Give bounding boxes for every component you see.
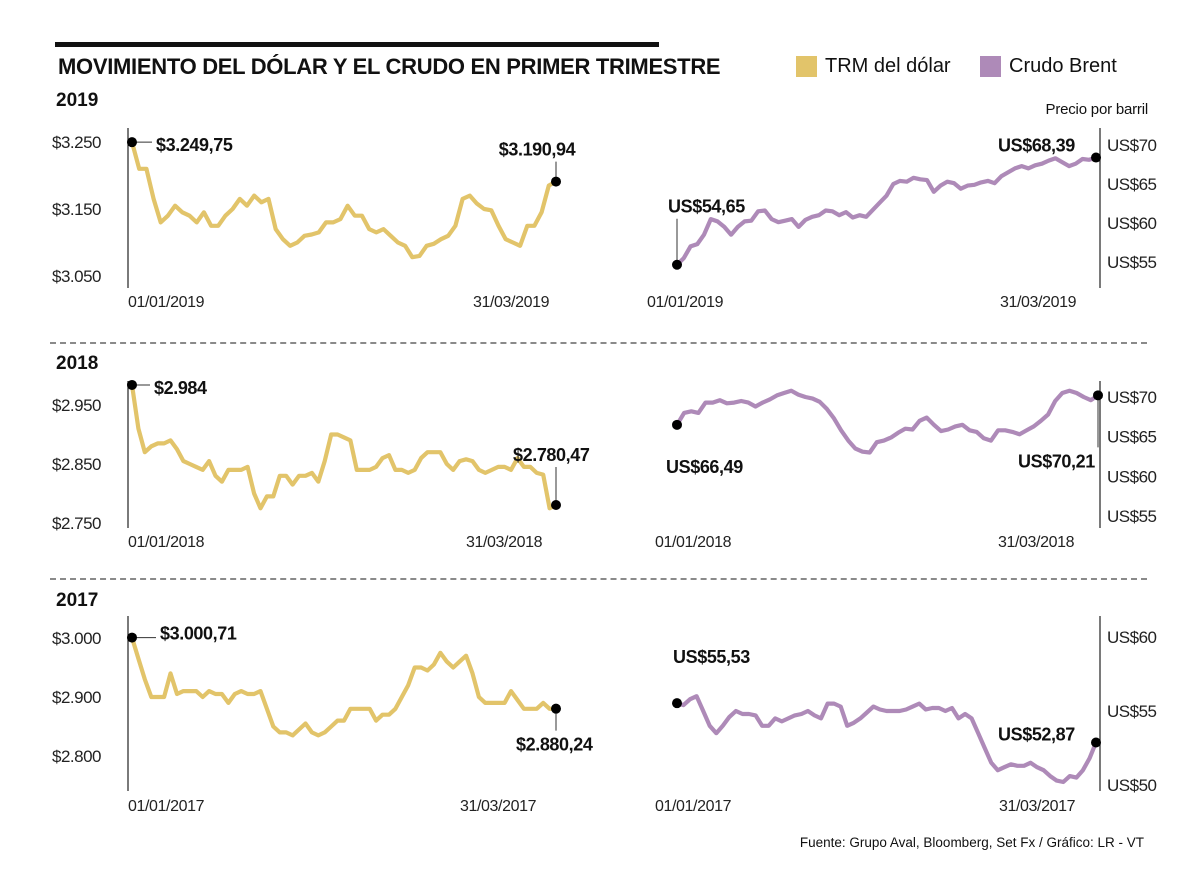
y-tick-label: US$60	[1107, 214, 1157, 233]
unit-label: Precio por barril	[1045, 101, 1149, 118]
year-label-2017: 2017	[56, 590, 99, 611]
chart-trm-2018: $2.950 $2.850 $2.750 01/01/2018 31/03/2018 $2…	[52, 378, 590, 551]
x-tick-label: 31/03/2018	[998, 534, 1075, 551]
data-label: US$52,87	[998, 725, 1075, 745]
x-tick-label: 31/03/2019	[473, 294, 550, 311]
endpoint-marker	[127, 137, 137, 148]
y-tick-label: US$70	[1107, 136, 1157, 155]
y-tick-label: $2.800	[52, 747, 101, 766]
data-label: $2.984	[154, 378, 207, 398]
x-tick-label: 31/03/2017	[460, 798, 537, 815]
series-line-trm-2019	[129, 140, 559, 260]
y-tick-label: US$55	[1107, 253, 1157, 272]
x-tick-label: 01/01/2018	[655, 534, 732, 551]
series-line-trm-2018	[129, 382, 559, 511]
data-label: US$68,39	[998, 136, 1075, 156]
y-tick-label: US$60	[1107, 628, 1157, 647]
data-label: $2.880,24	[516, 735, 593, 755]
y-tick-label: US$50	[1107, 776, 1157, 795]
legend-label-trm: TRM del dólar	[825, 55, 951, 77]
source-note: Fuente: Grupo Aval, Bloomberg, Set Fx / …	[799, 835, 1144, 850]
data-label: $3.190,94	[499, 140, 576, 160]
series-line-brent-2017	[674, 694, 1099, 785]
endpoint-marker	[1091, 152, 1101, 163]
y-tick-label: $2.900	[52, 688, 101, 707]
data-label: US$54,65	[668, 197, 745, 217]
year-label-2019: 2019	[56, 90, 99, 111]
data-label: US$66,49	[666, 457, 743, 477]
chart-title: MOVIMIENTO DEL DÓLAR Y EL CRUDO EN PRIME…	[58, 54, 721, 79]
endpoint-marker	[551, 500, 561, 511]
y-tick-label: US$65	[1107, 428, 1157, 447]
y-tick-label: US$65	[1107, 175, 1157, 194]
x-tick-label: 31/03/2018	[466, 534, 543, 551]
x-tick-label: 01/01/2019	[647, 294, 724, 311]
data-label: $3.000,71	[160, 624, 237, 644]
data-label: $3.249,75	[156, 135, 233, 155]
y-tick-label: $3.150	[52, 200, 101, 219]
endpoint-marker	[127, 379, 137, 390]
y-tick-label: $2.950	[52, 396, 101, 415]
x-tick-label: 01/01/2017	[128, 798, 205, 815]
chart-brent-2019: US$70 US$65 US$60 US$55 01/01/2019 31/03/2019…	[647, 128, 1157, 311]
data-label: $2.780,47	[513, 445, 590, 465]
chart-brent-2018: US$70 US$65 US$60 US$55 01/01/2018 31/03/2018…	[655, 381, 1157, 551]
endpoint-marker	[1091, 737, 1101, 748]
legend-item-trm: TRM del dólar	[796, 55, 951, 78]
y-tick-label: US$55	[1107, 702, 1157, 721]
endpoint-marker	[551, 176, 561, 187]
chart-brent-2017: US$60 US$55 US$50 01/01/2017 31/03/2017 US$55…	[655, 616, 1157, 815]
y-tick-label: US$60	[1107, 467, 1157, 486]
y-tick-label: US$55	[1107, 507, 1157, 526]
chart-trm-2019: $3.250 $3.150 $3.050 01/01/2019 31/03/2019 $3…	[52, 128, 576, 311]
x-tick-label: 01/01/2019	[128, 294, 205, 311]
series-line-brent-2018	[674, 388, 1101, 455]
endpoint-marker	[672, 698, 682, 709]
endpoint-marker	[672, 419, 682, 430]
legend-swatch-brent	[980, 56, 1001, 77]
x-tick-label: 01/01/2017	[655, 798, 732, 815]
series-line-brent-2019	[674, 155, 1099, 267]
endpoint-marker	[672, 259, 682, 270]
data-label: US$70,21	[1018, 451, 1095, 471]
endpoint-marker	[551, 703, 561, 714]
y-tick-label: $2.850	[52, 455, 101, 474]
endpoint-marker	[127, 632, 137, 643]
title-rule	[55, 42, 659, 47]
series-line-trm-2017	[129, 635, 559, 738]
y-tick-label: $3.250	[52, 133, 101, 152]
x-tick-label: 31/03/2017	[999, 798, 1076, 815]
year-label-2018: 2018	[56, 353, 99, 374]
y-tick-label: $3.050	[52, 267, 101, 286]
y-tick-label: $3.000	[52, 629, 101, 648]
chart-trm-2017: $3.000 $2.900 $2.800 01/01/2017 31/03/2017 $3…	[52, 616, 593, 815]
data-label: US$55,53	[673, 647, 750, 667]
legend-label-brent: Crudo Brent	[1009, 55, 1117, 77]
legend-swatch-trm	[796, 56, 817, 77]
y-tick-label: US$70	[1107, 388, 1157, 407]
endpoint-marker	[1093, 390, 1103, 401]
y-tick-label: $2.750	[52, 514, 101, 533]
divider-2018-2017	[50, 578, 1147, 580]
divider-2019-2018	[50, 342, 1147, 344]
x-tick-label: 01/01/2018	[128, 534, 205, 551]
legend-item-brent: Crudo Brent	[980, 55, 1117, 78]
x-tick-label: 31/03/2019	[1000, 294, 1077, 311]
